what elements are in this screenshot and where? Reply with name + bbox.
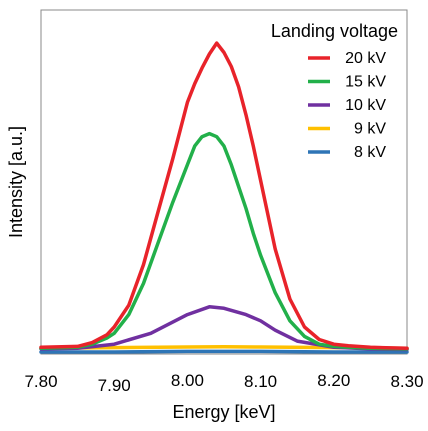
series-line-15kv <box>39 131 409 351</box>
series-line-8kv <box>39 349 409 354</box>
x-tick-label: 7.80 <box>24 372 57 391</box>
x-tick-label: 8.30 <box>390 372 423 391</box>
x-tick-label: 8.10 <box>244 372 277 391</box>
x-axis-label: Energy [keV] <box>172 402 275 422</box>
series-layer <box>39 41 409 354</box>
legend-label: 8 kV <box>354 144 386 161</box>
x-tick-label: 7.90 <box>98 376 131 395</box>
legend-label: 20 kV <box>345 50 386 67</box>
legend-label: 9 kV <box>354 121 386 138</box>
x-tick-labels: 7.80 7.90 8.00 8.10 8.20 8.30 <box>24 371 423 395</box>
legend-label: 10 kV <box>345 97 386 114</box>
x-tick-label: 8.00 <box>171 371 204 390</box>
legend-label: 15 kV <box>345 74 386 91</box>
y-axis-label: Intensity [a.u.] <box>6 126 26 238</box>
legend: 20 kV 15 kV 10 kV 9 kV 8 kV <box>308 50 386 161</box>
legend-title: Landing voltage <box>271 21 398 41</box>
x-tick-label: 8.20 <box>317 371 350 390</box>
series-line-20kv <box>39 41 409 351</box>
plot-frame <box>40 9 408 355</box>
